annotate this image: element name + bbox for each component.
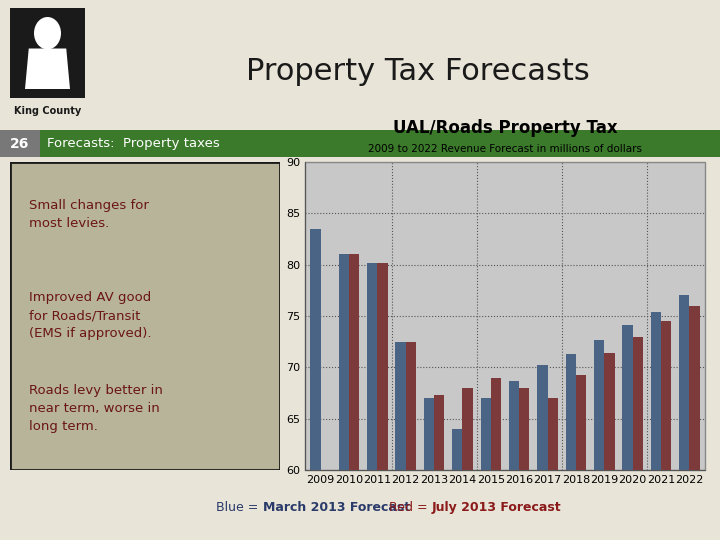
Bar [633, 336, 643, 540]
Text: Blue =: Blue = [217, 501, 263, 514]
Bar [623, 325, 633, 540]
Circle shape [34, 17, 61, 49]
Bar [349, 254, 359, 540]
Bar [405, 342, 416, 540]
Bar [377, 262, 387, 540]
Text: Small changes for
most levies.: Small changes for most levies. [29, 199, 149, 230]
Bar [689, 306, 700, 540]
Text: 26: 26 [10, 137, 30, 151]
Text: Forecasts:  Property taxes: Forecasts: Property taxes [48, 137, 220, 150]
Text: March 2013 Forecast: March 2013 Forecast [263, 501, 410, 514]
Bar [537, 365, 547, 540]
Bar [604, 353, 614, 540]
Bar [395, 342, 405, 540]
Bar [576, 375, 586, 540]
Bar [434, 395, 444, 540]
Bar [594, 340, 604, 540]
Bar [338, 254, 349, 540]
Text: Red =: Red = [390, 501, 432, 514]
Text: Roads levy better in
near term, worse in
long term.: Roads levy better in near term, worse in… [29, 384, 163, 433]
Bar [509, 381, 519, 540]
Bar [462, 388, 472, 540]
Bar [547, 398, 558, 540]
Text: Improved AV good
for Roads/Transit
(EMS if approved).: Improved AV good for Roads/Transit (EMS … [29, 292, 151, 340]
Bar [305, 162, 705, 470]
Text: 2009 to 2022 Revenue Forecast in millions of dollars: 2009 to 2022 Revenue Forecast in million… [368, 144, 642, 154]
Polygon shape [25, 49, 70, 89]
Bar [0, 130, 40, 157]
Bar [651, 312, 661, 540]
Bar [566, 354, 576, 540]
Bar [491, 377, 501, 540]
Text: UAL/Roads Property Tax: UAL/Roads Property Tax [392, 119, 617, 137]
Bar [481, 398, 491, 540]
Bar [424, 398, 434, 540]
Bar [661, 321, 671, 540]
Bar [452, 429, 462, 540]
Bar [679, 295, 689, 540]
Text: July 2013 Forecast: July 2013 Forecast [432, 501, 562, 514]
Bar [310, 229, 320, 540]
Bar [519, 388, 529, 540]
Bar [367, 262, 377, 540]
Text: Property Tax Forecasts: Property Tax Forecasts [246, 57, 590, 86]
Text: King County: King County [14, 106, 81, 116]
